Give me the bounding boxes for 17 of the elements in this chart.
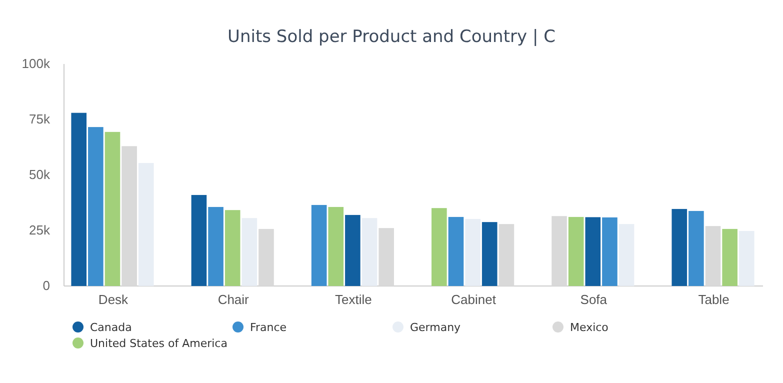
y-tick-label: 50k: [29, 167, 50, 182]
legend-label: Canada: [90, 321, 132, 334]
x-tick-label: Sofa: [580, 292, 608, 308]
x-tick-label: Textile: [335, 292, 372, 308]
y-tick-label: 100k: [22, 56, 50, 72]
x-tick-label: Desk: [98, 292, 129, 308]
x-tick-label: Chair: [218, 292, 250, 308]
y-tick-label: 0: [42, 278, 50, 294]
chart-title: Units Sold per Product and Country | C: [228, 27, 556, 47]
legend-label: France: [250, 321, 287, 334]
legend-label: Mexico: [570, 321, 609, 334]
y-tick-label: 25k: [29, 222, 50, 238]
y-tick-label: 75k: [29, 112, 50, 127]
legend-label: Germany: [410, 321, 462, 334]
x-tick-label: Table: [698, 292, 730, 308]
legend-label: United States of America: [90, 337, 228, 350]
x-tick-label: Cabinet: [451, 292, 496, 308]
